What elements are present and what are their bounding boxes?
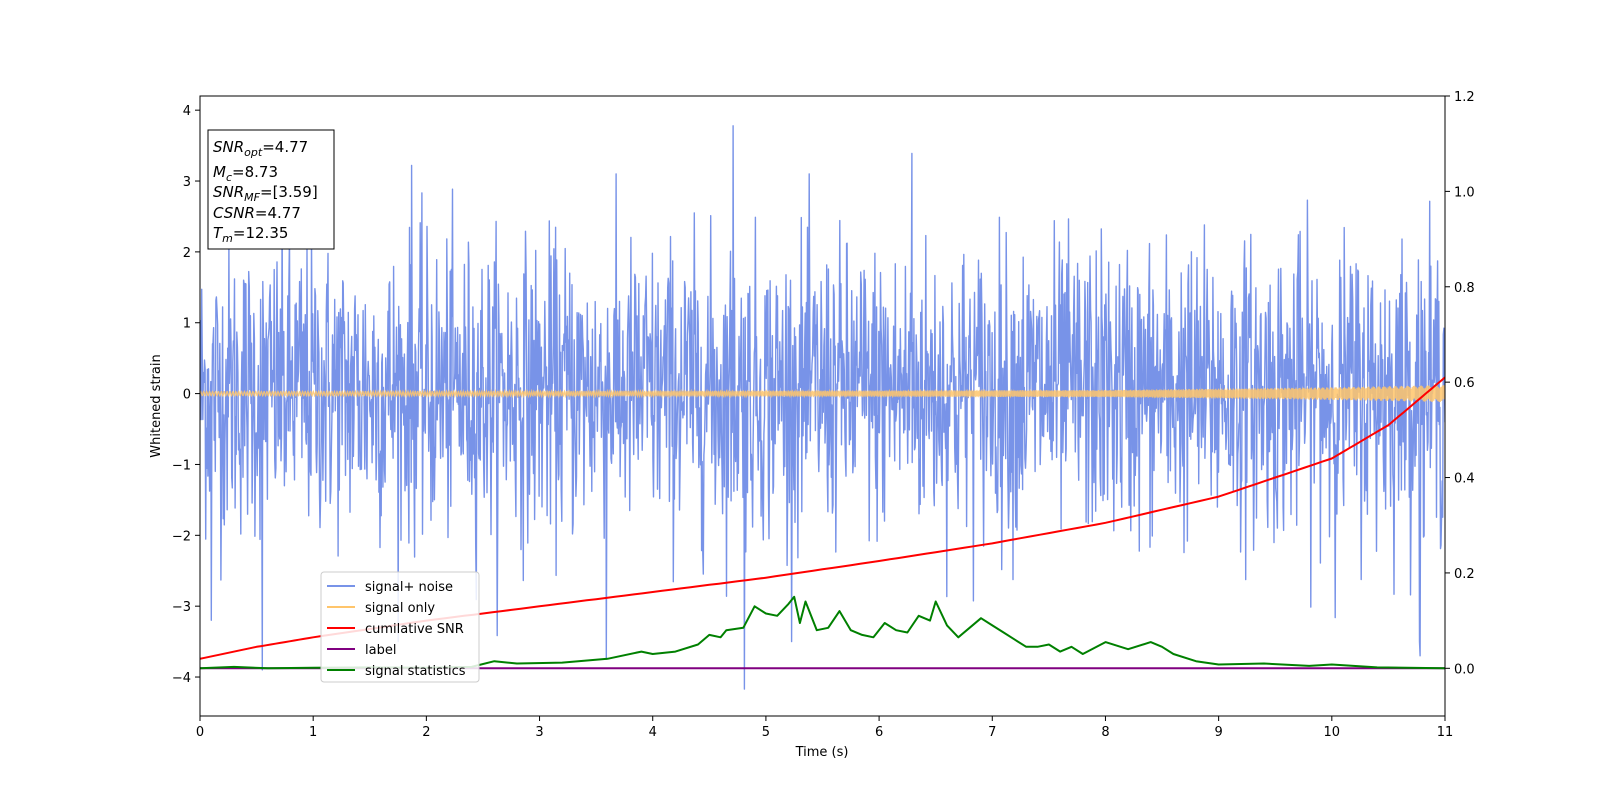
x-tick-label: 10 [1324,725,1341,740]
x-axis: 0 1 2 3 4 5 6 7 8 9 10 11 [196,716,1453,740]
y-right-tick-label: 0.6 [1454,376,1475,391]
y-axis-left: −4 −3 −2 −1 0 1 2 3 4 [172,104,200,686]
legend-label: signal+ noise [365,580,453,595]
plot-frame [199,95,1446,717]
info-entry-symbol: T [213,224,224,242]
legend-item-cumulative-snr: cumilative SNR [327,622,464,637]
legend-item-label: label [327,643,396,658]
info-box-frame [207,129,335,250]
legend-item-signal-noise: signal+ noise [327,580,453,595]
info-entry-value: =4.77 [255,204,301,222]
info-box-entry: Tm=12.35 [213,224,288,245]
series-signal-only [200,385,1445,402]
y-axis-left-label: Whitened strain [149,354,164,457]
series-signal-statistics [200,595,1445,670]
info-box-entry: SNRopt=4.77 [213,138,308,159]
y-left-tick-label: 4 [183,104,191,119]
y-left-tick-label: 2 [183,246,191,261]
y-left-tick-label: −1 [172,458,191,473]
info-box-entry: CSNR=4.77 [213,204,301,222]
legend-frame [320,571,480,683]
y-left-tick-label: −4 [172,671,191,686]
info-entry-value: =12.35 [233,224,289,242]
info-box-entry: SNRMF=[3.59] [213,183,318,204]
info-entry-symbol: SNR [213,183,244,201]
x-tick-label: 7 [988,725,996,740]
x-tick-label: 8 [1101,725,1109,740]
y-right-tick-label: 1.2 [1454,90,1475,105]
x-tick-label: 1 [309,725,317,740]
info-entry-subscript: c [226,171,232,184]
legend-label: signal only [365,601,435,616]
info-entry-value: =[3.59] [260,183,318,201]
legend-label: label [365,643,396,658]
y-left-tick-label: 1 [183,317,191,332]
y-right-tick-label: 0.0 [1454,662,1475,677]
info-entry-symbol: M [213,163,226,181]
x-tick-label: 5 [762,725,770,740]
x-tick-label: 9 [1214,725,1222,740]
y-left-tick-label: 3 [183,175,191,190]
y-right-tick-label: 0.2 [1454,567,1475,582]
legend-item-signal-statistics: signal statistics [327,664,466,679]
info-box: SNRopt=4.77Mc=8.73SNRMF=[3.59]CSNR=4.77T… [207,129,335,250]
y-right-tick-label: 0.8 [1454,281,1475,296]
y-left-tick-label: 0 [183,388,191,403]
y-right-tick-label: 0.4 [1454,472,1475,487]
y-right-tick-label: 1.0 [1454,185,1475,200]
info-box-entry: Mc=8.73 [213,163,278,184]
x-tick-label: 11 [1437,725,1454,740]
x-tick-label: 0 [196,725,204,740]
y-axis-right: 0.0 0.2 0.4 0.6 0.8 1.0 1.2 [1445,90,1475,677]
x-tick-label: 4 [649,725,657,740]
x-tick-label: 3 [535,725,543,740]
legend: signal+ noise signal only cumilative SNR la… [320,571,480,683]
info-entry-symbol: CSNR [213,204,255,222]
info-entry-subscript: MF [244,191,260,204]
x-tick-label: 6 [875,725,883,740]
legend-label: signal statistics [365,664,466,679]
x-tick-label: 2 [422,725,430,740]
x-axis-label: Time (s) [795,745,849,760]
info-entry-value: =4.77 [262,138,308,156]
legend-label: cumilative SNR [365,622,464,637]
info-entry-subscript: m [222,232,233,245]
y-left-tick-label: −2 [172,529,191,544]
legend-item-signal-only: signal only [327,601,435,616]
info-entry-subscript: opt [244,146,263,159]
y-left-tick-label: −3 [172,600,191,615]
info-entry-value: =8.73 [232,163,278,181]
info-entry-symbol: SNR [213,138,244,156]
